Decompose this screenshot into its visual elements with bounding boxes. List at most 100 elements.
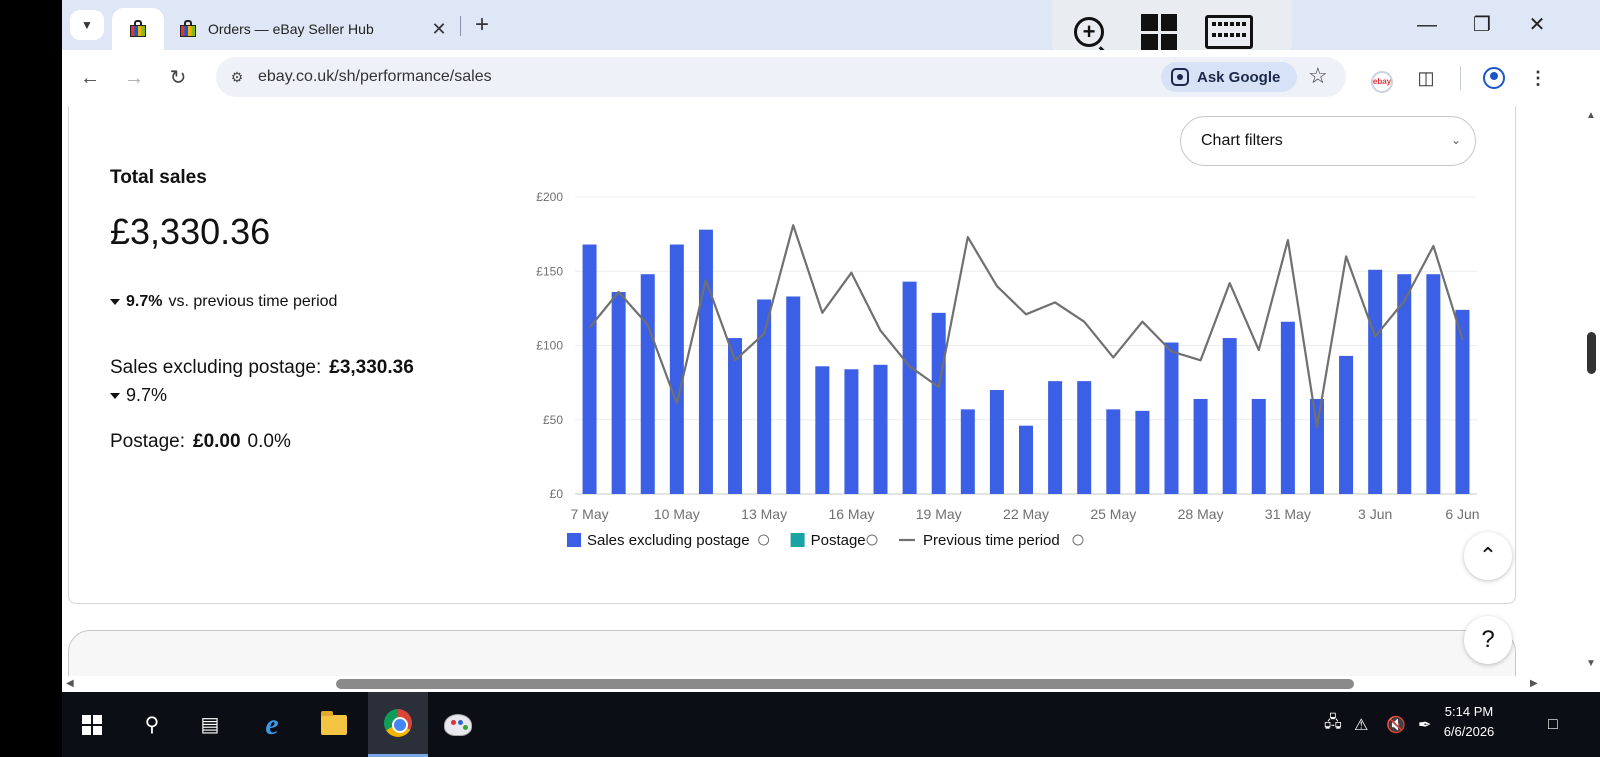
down-triangle-icon (110, 298, 120, 305)
chart-filters-dropdown[interactable]: Chart filters ⌄ (1180, 116, 1476, 166)
bar-sales-excluding-postage (815, 366, 830, 494)
site-info-icon[interactable]: ⚙ (230, 69, 244, 85)
legend-swatch (567, 533, 581, 547)
chart-filters-label: Chart filters (1201, 132, 1283, 149)
windows-icon[interactable] (1132, 10, 1186, 54)
change-text: vs. previous time period (168, 293, 338, 310)
bar-sales-excluding-postage (931, 312, 946, 494)
bar-sales-excluding-postage (757, 299, 772, 494)
total-sales-title: Total sales (110, 167, 207, 188)
new-tab-button[interactable]: + (474, 11, 489, 38)
sales-ex-value: £3,330.36 (329, 357, 414, 378)
bar-sales-excluding-postage (1426, 274, 1441, 494)
pen-icon[interactable]: ✒ (1418, 716, 1432, 734)
start-button[interactable] (64, 692, 120, 757)
info-icon (866, 534, 878, 546)
volume-muted-icon[interactable]: 🔇 (1386, 716, 1406, 734)
scroll-to-top-button[interactable]: ⌃ (1464, 532, 1512, 580)
bar-sales-excluding-postage (1135, 410, 1150, 494)
action-center-icon[interactable]: □ (1548, 715, 1558, 733)
chevron-down-icon: ⌄ (1450, 133, 1461, 147)
tab-separator (460, 16, 461, 36)
help-button[interactable]: ? (1464, 616, 1512, 664)
ask-google-label: Ask Google (1197, 68, 1281, 86)
sales-ex-change: 9.7% (110, 385, 167, 406)
x-tick-label: 22 May (1003, 506, 1049, 522)
browser-toolbar: ← → ↻ ⚙ ebay.co.uk/sh/performance/sales … (62, 50, 1600, 106)
file-explorer-icon[interactable] (306, 692, 362, 757)
toolbar-separator (1460, 66, 1461, 90)
help-icon: ? (1481, 626, 1495, 653)
magnifier-icon[interactable]: + (1062, 10, 1116, 54)
minimize-button[interactable]: — (1417, 14, 1437, 36)
vertical-scroll-thumb[interactable] (1587, 332, 1596, 374)
sales-chart: £0 £50 £100 £150 £200 7 May 10 May 13 May 16 May… (536, 190, 1479, 549)
back-button[interactable]: ← (80, 67, 100, 89)
scroll-right-arrow-icon[interactable]: ▶ (1530, 678, 1538, 689)
y-tick-label: £150 (536, 264, 563, 278)
postage-label: Postage: (110, 431, 185, 452)
restore-button[interactable]: ❐ (1473, 14, 1491, 36)
scroll-down-arrow-icon[interactable]: ▼ (1586, 658, 1596, 669)
down-triangle-icon (110, 393, 120, 400)
keyboard-icon[interactable] (1202, 10, 1256, 54)
y-tick-label: £50 (543, 413, 563, 427)
y-tick-label: £100 (536, 339, 563, 353)
horizontal-scroll-thumb[interactable] (336, 679, 1354, 689)
close-window-button[interactable]: ✕ (1528, 14, 1546, 36)
bar-sales-excluding-postage (844, 369, 859, 494)
scroll-up-arrow-icon[interactable]: ▲ (1586, 110, 1596, 121)
close-icon[interactable]: ✕ (431, 18, 447, 39)
internet-explorer-icon[interactable]: e (265, 707, 279, 741)
page-content: Total sales £3,330.36 9.7% vs. previous t… (62, 106, 1582, 676)
legend-swatch (790, 533, 805, 547)
tab-orders[interactable]: Orders — eBay Seller Hub ✕ (170, 8, 450, 50)
bar-sales-excluding-postage (611, 292, 626, 494)
bar-sales-excluding-postage (1309, 398, 1324, 494)
bar-sales-excluding-postage (669, 244, 684, 494)
reload-button[interactable]: ↻ (169, 67, 187, 89)
profile-icon[interactable] (1478, 62, 1510, 94)
chrome-taskbar-icon[interactable] (368, 692, 428, 757)
network-icon[interactable]: 🖧 (1324, 714, 1342, 731)
notification-alert-icon[interactable]: ⚠ (1354, 716, 1369, 734)
horizontal-scrollbar[interactable]: ◀ ▶ (62, 676, 1600, 692)
tab-search-button[interactable]: ▼ (70, 10, 104, 40)
line-previous-time-period (588, 224, 1464, 429)
legend-label: Previous time period (923, 532, 1060, 549)
extensions-puzzle-icon[interactable]: ◫ (1417, 68, 1435, 88)
address-bar[interactable]: ⚙ ebay.co.uk/sh/performance/sales Ask Go… (216, 57, 1346, 97)
tab-strip: ▼ Orders — eBay Seller Hub ✕ + + — ❐ ✕ (62, 0, 1600, 60)
postage-line: Postage: £0.00 0.0% (110, 431, 291, 453)
tab-active[interactable] (112, 8, 164, 50)
x-tick-label: 31 May (1265, 506, 1311, 522)
task-view-icon[interactable]: ▤ (200, 714, 220, 736)
ask-google-button[interactable]: Ask Google (1161, 62, 1297, 92)
search-icon[interactable]: ⚲ (144, 714, 160, 736)
system-clock[interactable]: 5:14 PM 6/6/2026 (1443, 704, 1495, 739)
bookmark-star-icon[interactable]: ☆ (1308, 63, 1328, 88)
postage-change: 0.0% (247, 431, 291, 452)
lens-icon (1171, 68, 1189, 86)
ebay-extension-icon[interactable]: ebay (1366, 62, 1398, 94)
vertical-scrollbar[interactable]: ▲ ▼ (1582, 106, 1600, 676)
scroll-left-arrow-icon[interactable]: ◀ (66, 678, 74, 689)
forward-button[interactable]: → (124, 67, 144, 89)
x-tick-label: 10 May (654, 506, 700, 522)
bar-sales-excluding-postage (1019, 425, 1033, 494)
bar-sales-excluding-postage (640, 274, 655, 494)
next-card (68, 630, 1516, 676)
bar-sales-excluding-postage (1368, 269, 1383, 494)
bar-sales-excluding-postage (1251, 398, 1266, 494)
bar-sales-excluding-postage (1048, 381, 1063, 494)
paint-icon[interactable] (430, 692, 486, 757)
change-percent: 9.7% (126, 293, 163, 310)
bar-sales-excluding-postage (582, 244, 597, 494)
x-tick-label: 3 Jun (1358, 506, 1392, 522)
info-icon (1072, 534, 1084, 546)
bar-sales-excluding-postage (1222, 338, 1237, 494)
menu-kebab-icon[interactable]: ⋮ (1529, 68, 1547, 88)
sales-ex-label: Sales excluding postage: (110, 357, 322, 378)
ebay-bag-icon (178, 20, 198, 38)
bar-sales-excluding-postage (1193, 398, 1208, 494)
